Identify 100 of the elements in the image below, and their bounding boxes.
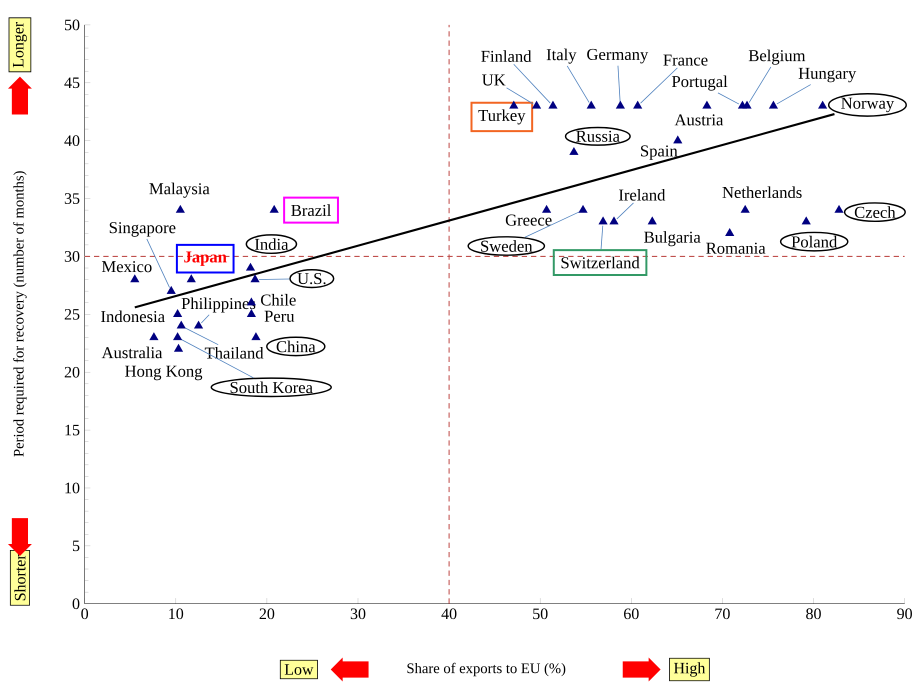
annotation: Netherlands	[722, 186, 802, 198]
annotation: Portugal	[672, 75, 728, 90]
x-tick-label: 10	[169, 608, 184, 619]
point	[769, 100, 778, 108]
y-tick-label: 30	[64, 250, 80, 262]
y-tick-label: 50	[64, 19, 80, 30]
annotation: Indonesia	[101, 310, 165, 322]
x-tick-label: 0	[81, 608, 88, 619]
y-tick-label: 10	[65, 482, 80, 494]
text: Shorter	[14, 554, 26, 600]
point	[633, 100, 642, 108]
x-tick-label: 20	[260, 608, 274, 619]
annotation: U.S.	[297, 272, 326, 284]
point	[586, 100, 596, 108]
point	[509, 100, 518, 108]
point	[742, 100, 752, 108]
annotation: Switzerland	[562, 256, 640, 268]
annotation: India	[254, 238, 288, 250]
y-tick-label: 25	[64, 308, 80, 320]
point	[186, 274, 196, 282]
x-tick-label: 70	[715, 608, 730, 619]
point	[598, 216, 608, 224]
annotation: Romania	[706, 242, 766, 254]
annotation: Czech	[854, 206, 896, 218]
annotation: South Korea	[230, 381, 313, 393]
y-tick-label: 35	[64, 192, 80, 204]
point	[176, 204, 185, 213]
x-tick-label: 40	[441, 608, 456, 619]
annotation: Bulgaria	[644, 230, 701, 246]
annotation: Sweden	[481, 240, 532, 252]
point	[174, 344, 183, 352]
point	[194, 320, 203, 328]
point	[532, 100, 541, 108]
point	[725, 228, 734, 236]
annotation: Australia	[102, 346, 162, 358]
annotation: Poland	[792, 236, 838, 248]
text: Longer	[12, 22, 27, 68]
annotation: Greece	[506, 214, 552, 226]
y-tick-label: 40	[64, 135, 80, 146]
y-axis-title: Period required for recovery (number of months)	[13, 171, 27, 456]
point	[702, 100, 712, 108]
point	[246, 262, 255, 270]
y-tick-label: 45	[64, 77, 80, 88]
annotation: Ireland	[618, 188, 666, 200]
point	[570, 147, 578, 155]
annotation: Peru	[264, 310, 294, 322]
annotation: Philippines	[182, 297, 256, 312]
annotation: Russia	[576, 130, 620, 142]
annotation: Thailand	[204, 346, 264, 358]
point	[270, 204, 279, 213]
annotation: Singapore	[110, 222, 176, 236]
point	[176, 320, 186, 328]
annotation: Japan	[184, 251, 227, 266]
annotation: Mexico	[102, 260, 152, 272]
point	[818, 100, 828, 108]
point	[616, 100, 625, 108]
point	[173, 309, 182, 317]
point	[542, 204, 551, 213]
annotation: France	[663, 54, 708, 66]
point	[130, 274, 140, 282]
x-tick-label: 50	[533, 608, 548, 619]
point	[166, 286, 176, 294]
annotation: Finland	[481, 50, 532, 62]
x-tick-label: 80	[806, 608, 821, 619]
annotation: Chile	[261, 294, 296, 306]
point	[648, 216, 657, 224]
annotation: Austria	[674, 114, 724, 126]
x-tick-label: 30	[350, 608, 366, 619]
annotation: Hong Kong	[125, 366, 202, 380]
point	[834, 204, 844, 213]
point	[250, 274, 260, 282]
text: Low	[284, 664, 314, 675]
annotation: Hungary	[798, 68, 856, 82]
point	[740, 204, 750, 213]
annotation: Italy	[546, 48, 576, 64]
y-tick-label: 0	[72, 598, 80, 609]
annotation: Turkey	[478, 109, 526, 124]
x-tick-label: 60	[624, 608, 639, 619]
point	[802, 216, 811, 224]
point	[610, 216, 618, 224]
annotation: Brazil	[291, 204, 331, 216]
y-tick-label: 20	[64, 366, 80, 378]
y-tick-label: 5	[72, 540, 80, 551]
annotation: China	[276, 340, 316, 352]
annotation: Malaysia	[149, 182, 210, 198]
point	[150, 332, 158, 340]
annotation: Spain	[641, 145, 678, 160]
point	[673, 135, 682, 144]
point	[252, 332, 260, 340]
text: High	[674, 662, 706, 677]
annotation: Germany	[587, 48, 648, 64]
annotation: Norway	[841, 98, 894, 112]
point	[548, 100, 558, 108]
y-tick-label: 15	[65, 424, 80, 436]
point	[578, 204, 588, 213]
annotation: Belgium	[748, 49, 806, 64]
annotation: UK	[482, 74, 506, 86]
x-tick-label: 90	[897, 608, 912, 619]
point	[173, 332, 182, 340]
x-axis-title: Share of exports to EU (%)	[407, 662, 566, 676]
